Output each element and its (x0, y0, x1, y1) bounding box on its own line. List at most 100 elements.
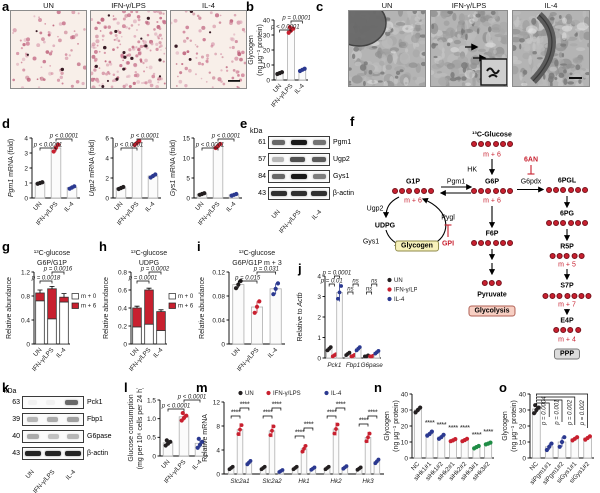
protein-name: β-actin (87, 450, 109, 457)
data-dot (575, 435, 580, 440)
y-axis-label: (ng µg⁻¹ protein) (257, 24, 264, 76)
data-dot (137, 138, 142, 144)
chart-svg: ¹³C-glucose UDPG 0 0.2 0.4 0.6 0.8 Relative abu… (103, 250, 194, 373)
legend-dot (266, 390, 271, 396)
data-dot (366, 435, 370, 440)
scale-bar (569, 77, 582, 79)
pathway-node-label: Ugp2 (366, 205, 384, 213)
protein-band (313, 174, 327, 179)
svg-text:6: 6 (105, 135, 109, 142)
data-dot (332, 431, 337, 436)
pathway-box-glycolysis: Glycolysis (468, 305, 516, 317)
data-dot (358, 465, 363, 470)
carbon-atom-dot (560, 187, 567, 193)
pas-micrograph-il4 (170, 10, 247, 89)
significance-bracket (536, 393, 588, 428)
blot-row: 61 Pgm1 (250, 136, 354, 149)
significance-text: p < 0.0001 (49, 134, 79, 140)
data-dot (453, 437, 458, 442)
pathway-arrows (382, 159, 571, 316)
data-dot (441, 432, 446, 437)
significance-bracket (51, 271, 65, 275)
data-dot (294, 464, 299, 469)
kda-value: 43 (258, 190, 266, 197)
legend-swatch (168, 293, 176, 300)
legend-label: IFN-γ/LPS (394, 288, 417, 294)
kda-value: 39 (12, 416, 20, 423)
significance-bracket (183, 399, 201, 403)
data-dot (273, 286, 278, 291)
data-dot (562, 435, 567, 440)
stack-m6 (156, 311, 166, 331)
svg-text:5: 5 (186, 175, 190, 182)
pathway-node-label: m + 6 (483, 197, 501, 205)
y-axis-label: Pgm1 mRNA (fold) (8, 139, 15, 197)
pathway-node-label: Pygl (441, 214, 455, 222)
carbon-atom-dot (506, 141, 513, 147)
data-dot (218, 141, 223, 147)
pas-micrograph-ifn (90, 10, 167, 89)
carbon-atom-dot (399, 188, 406, 194)
data-dot (549, 441, 554, 446)
carbon-atom-dot (571, 293, 578, 299)
legend-dot (387, 287, 392, 292)
y-axis-label: (ng µg⁻¹ protein) (393, 400, 400, 452)
legend-swatch (168, 302, 176, 309)
x-axis-label: UN (160, 458, 172, 470)
carbon-atom-dot (578, 253, 585, 259)
svg-text:4: 4 (216, 447, 220, 454)
pathway-node-label: G6P (484, 178, 500, 186)
blot-row: 63 Pck1 (4, 396, 116, 409)
data-dot (268, 433, 273, 438)
svg-text:0.4: 0.4 (118, 305, 127, 312)
stack-m0 (156, 330, 166, 345)
carbon-atom-dot (420, 188, 427, 194)
svg-text:0: 0 (26, 341, 30, 348)
significance-bracket (326, 415, 337, 419)
y-axis-label: (mg per 10⁶ cells per 24 h) (137, 388, 144, 469)
reaction-arrow (382, 196, 400, 219)
y-axis-label: Relative abundance (6, 277, 13, 339)
svg-text:0: 0 (123, 341, 127, 348)
data-dot (197, 442, 203, 447)
panel-label-h: h (99, 239, 107, 254)
svg-text:0.08: 0.08 (212, 293, 225, 300)
svg-text:8: 8 (216, 423, 220, 430)
significance-bracket (217, 138, 235, 142)
carbon-dots (546, 220, 588, 226)
lane-label: UN (271, 208, 283, 220)
carbon-dots (471, 141, 513, 147)
panel-label-d: d (2, 116, 10, 131)
x-axis-label: Pck1 (327, 362, 341, 369)
protein-band (65, 451, 81, 456)
data-dot (336, 296, 340, 301)
significance-bracket (536, 402, 550, 417)
data-dot (252, 310, 257, 315)
data-dot (339, 284, 344, 288)
blot-lane-box (22, 447, 84, 460)
legend-label: m + 6 (81, 304, 97, 310)
kda-header: kDa (4, 388, 17, 395)
data-dot (234, 191, 239, 197)
protein-band (290, 157, 305, 162)
mean-bar (212, 145, 224, 199)
svg-text:3: 3 (317, 294, 321, 301)
data-dot (536, 405, 541, 410)
blot-row: 40 G6pase (4, 430, 116, 443)
svg-text:30: 30 (401, 407, 409, 414)
carbon-atom-dot (499, 188, 506, 194)
x-axis-label: IL-4 (225, 200, 238, 213)
carbon-dots (542, 293, 592, 299)
svg-text:1.5: 1.5 (147, 397, 156, 404)
x-axis-label: NC (410, 460, 422, 472)
carbon-atom-dot (567, 327, 574, 333)
svg-text:0: 0 (266, 77, 270, 84)
carbon-dots (553, 327, 581, 333)
pathway-node-label: m + 4 (558, 336, 576, 344)
significance-bracket (167, 408, 185, 412)
panel-label-g: g (2, 239, 10, 254)
x-axis-label: Hk2 (330, 478, 342, 485)
carbon-atom-dot (485, 240, 492, 246)
significance-bracket (536, 396, 576, 425)
